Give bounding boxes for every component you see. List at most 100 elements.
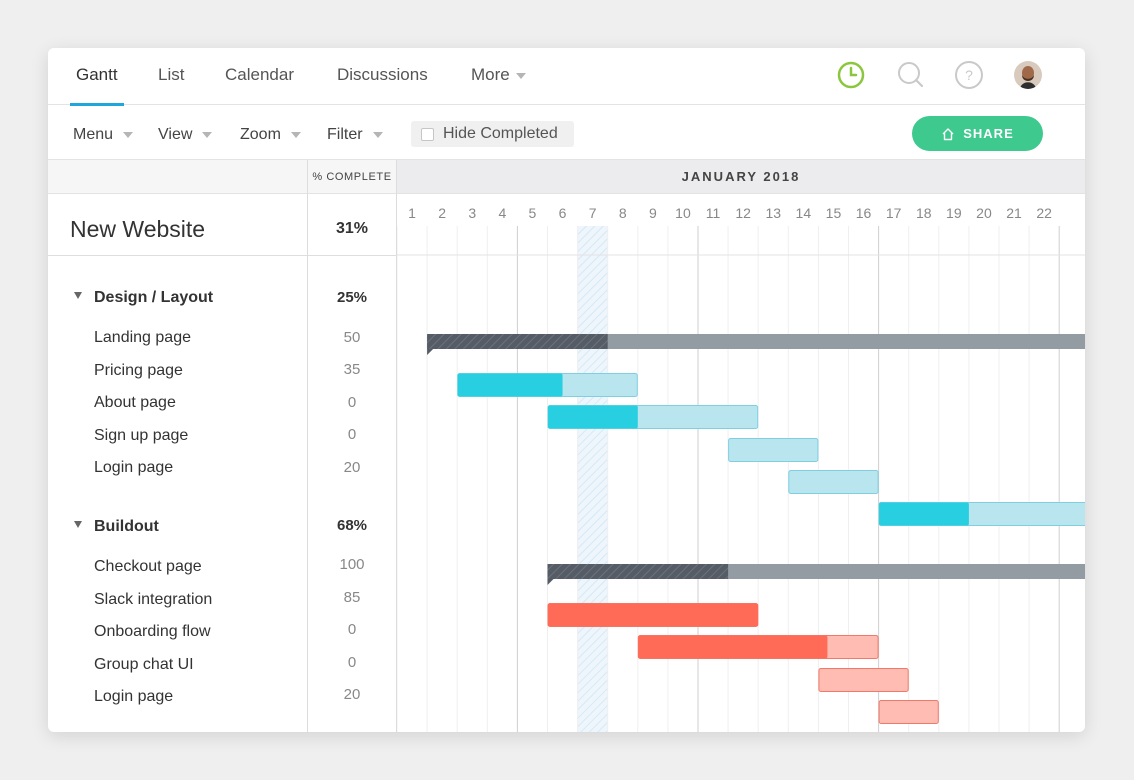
hide-completed-checkbox[interactable] (421, 128, 434, 141)
task-percent: 0 (347, 394, 357, 411)
row-divider (48, 255, 397, 256)
share-button-label: SHARE (963, 126, 1014, 141)
task-checkout-page[interactable]: Checkout page (94, 558, 202, 575)
tab-gantt-label: Gantt (76, 65, 118, 84)
group-design-layout[interactable]: Design / Layout (74, 289, 213, 307)
day-number: 15 (826, 205, 842, 221)
menu-dropdown[interactable]: Menu (73, 126, 134, 144)
hide-completed-toggle[interactable]: Hide Completed (411, 121, 574, 147)
task-bar[interactable] (728, 438, 819, 462)
view-dropdown-label: View (158, 126, 193, 143)
task-sign-up-page[interactable]: Sign up page (94, 427, 189, 444)
task-landing-page[interactable]: Landing page (94, 329, 191, 346)
day-number: 11 (706, 205, 721, 221)
task-slack-integration[interactable]: Slack integration (94, 591, 213, 608)
gantt-timeline: 1 2 3 4 5 6 7 8 9 10 11 12 13 14 15 16 17 18 19 20 21 22 (396, 194, 1085, 732)
task-name-column-header (48, 160, 307, 194)
day-number: 21 (1006, 205, 1022, 221)
group-percent: 25% (336, 289, 368, 306)
day-number: 3 (468, 205, 476, 221)
tab-more-label: More (471, 65, 510, 84)
summary-bar-progress[interactable] (427, 334, 608, 349)
hide-completed-label: Hide Completed (443, 125, 558, 142)
task-pricing-page[interactable]: Pricing page (94, 362, 183, 379)
day-number: 14 (796, 205, 812, 221)
task-login-page[interactable]: Login page (94, 459, 174, 476)
help-icon[interactable]: ? (954, 60, 984, 90)
project-title: New Website (70, 216, 206, 242)
task-bar-progress[interactable] (548, 405, 638, 429)
task-percent: 0 (347, 426, 357, 443)
tab-more[interactable]: More (471, 65, 526, 105)
view-dropdown[interactable]: View (158, 126, 213, 144)
toolbar: Menu View Zoom Filter Hide Completed (48, 106, 1085, 160)
day-number: 18 (916, 205, 932, 221)
percent-complete-header: % COMPLETE (307, 160, 397, 194)
summary-bar-marker (427, 349, 434, 355)
day-number: 8 (619, 205, 627, 221)
chevron-down-icon (372, 131, 383, 138)
summary-bar-marker (547, 579, 554, 585)
day-number: 1 (408, 205, 416, 221)
tab-gantt[interactable]: Gantt (70, 65, 124, 106)
task-bar[interactable] (788, 470, 879, 494)
today-column (577, 226, 608, 732)
clock-icon[interactable] (836, 60, 866, 90)
day-number: 7 (589, 205, 597, 221)
task-onboarding-flow[interactable]: Onboarding flow (94, 623, 211, 640)
task-group-chat-ui[interactable]: Group chat UI (94, 656, 194, 673)
chevron-down-icon (123, 131, 134, 138)
day-number: 19 (946, 205, 962, 221)
tab-calendar-label: Calendar (225, 65, 294, 84)
search-icon[interactable] (896, 60, 926, 90)
group-buildout[interactable]: Buildout (74, 518, 159, 536)
caret-down-icon (74, 292, 82, 300)
tab-calendar[interactable]: Calendar (225, 65, 294, 105)
task-about-page[interactable]: About page (94, 394, 176, 411)
task-bar[interactable] (818, 668, 909, 692)
filter-dropdown-label: Filter (327, 126, 363, 143)
group-name: Buildout (94, 518, 159, 535)
group-percent: 68% (336, 517, 368, 534)
task-bar-progress[interactable] (457, 373, 563, 397)
task-percent: 20 (343, 686, 361, 703)
active-tab-indicator (70, 103, 124, 106)
filter-dropdown[interactable]: Filter (327, 126, 383, 144)
tab-discussions[interactable]: Discussions (337, 65, 428, 105)
share-icon (942, 127, 954, 140)
chevron-down-icon (290, 131, 301, 138)
task-login-page[interactable]: Login page (94, 688, 174, 705)
gantt-app-window: Gantt List Calendar Discussions More ? (48, 48, 1085, 732)
day-number: 22 (1036, 205, 1052, 221)
day-number: 12 (735, 205, 751, 221)
caret-down-icon (74, 521, 82, 529)
day-number: 13 (765, 205, 781, 221)
task-percent: 0 (347, 654, 357, 671)
task-percent: 35 (343, 361, 361, 378)
task-percent: 50 (343, 329, 361, 346)
tab-list[interactable]: List (158, 65, 184, 105)
task-percent: 0 (347, 621, 357, 638)
top-nav: Gantt List Calendar Discussions More ? (48, 48, 1085, 106)
summary-bar-progress[interactable] (547, 564, 729, 579)
user-avatar[interactable] (1014, 61, 1044, 91)
share-button[interactable]: SHARE (912, 116, 1043, 151)
day-number: 16 (856, 205, 872, 221)
tab-list-label: List (158, 65, 185, 84)
day-number: 17 (886, 205, 902, 221)
gantt-chart: 1 2 3 4 5 6 7 8 9 10 11 12 13 14 15 16 17 18 19 20 21 22 (396, 205, 1085, 732)
day-number: 6 (559, 205, 567, 221)
chevron-down-icon (515, 72, 526, 79)
task-bar-progress[interactable] (879, 502, 969, 526)
day-number: 5 (529, 205, 537, 221)
day-number: 9 (649, 205, 657, 221)
task-bar[interactable] (878, 700, 939, 724)
zoom-dropdown-label: Zoom (240, 126, 281, 143)
zoom-dropdown[interactable]: Zoom (240, 126, 301, 144)
task-bar-progress[interactable] (638, 635, 828, 659)
day-number: 10 (675, 205, 691, 221)
column-divider (307, 194, 308, 732)
task-bar-progress[interactable] (548, 603, 759, 627)
task-percent: 100 (339, 556, 365, 573)
month-header: JANUARY 2018 (397, 160, 1085, 194)
